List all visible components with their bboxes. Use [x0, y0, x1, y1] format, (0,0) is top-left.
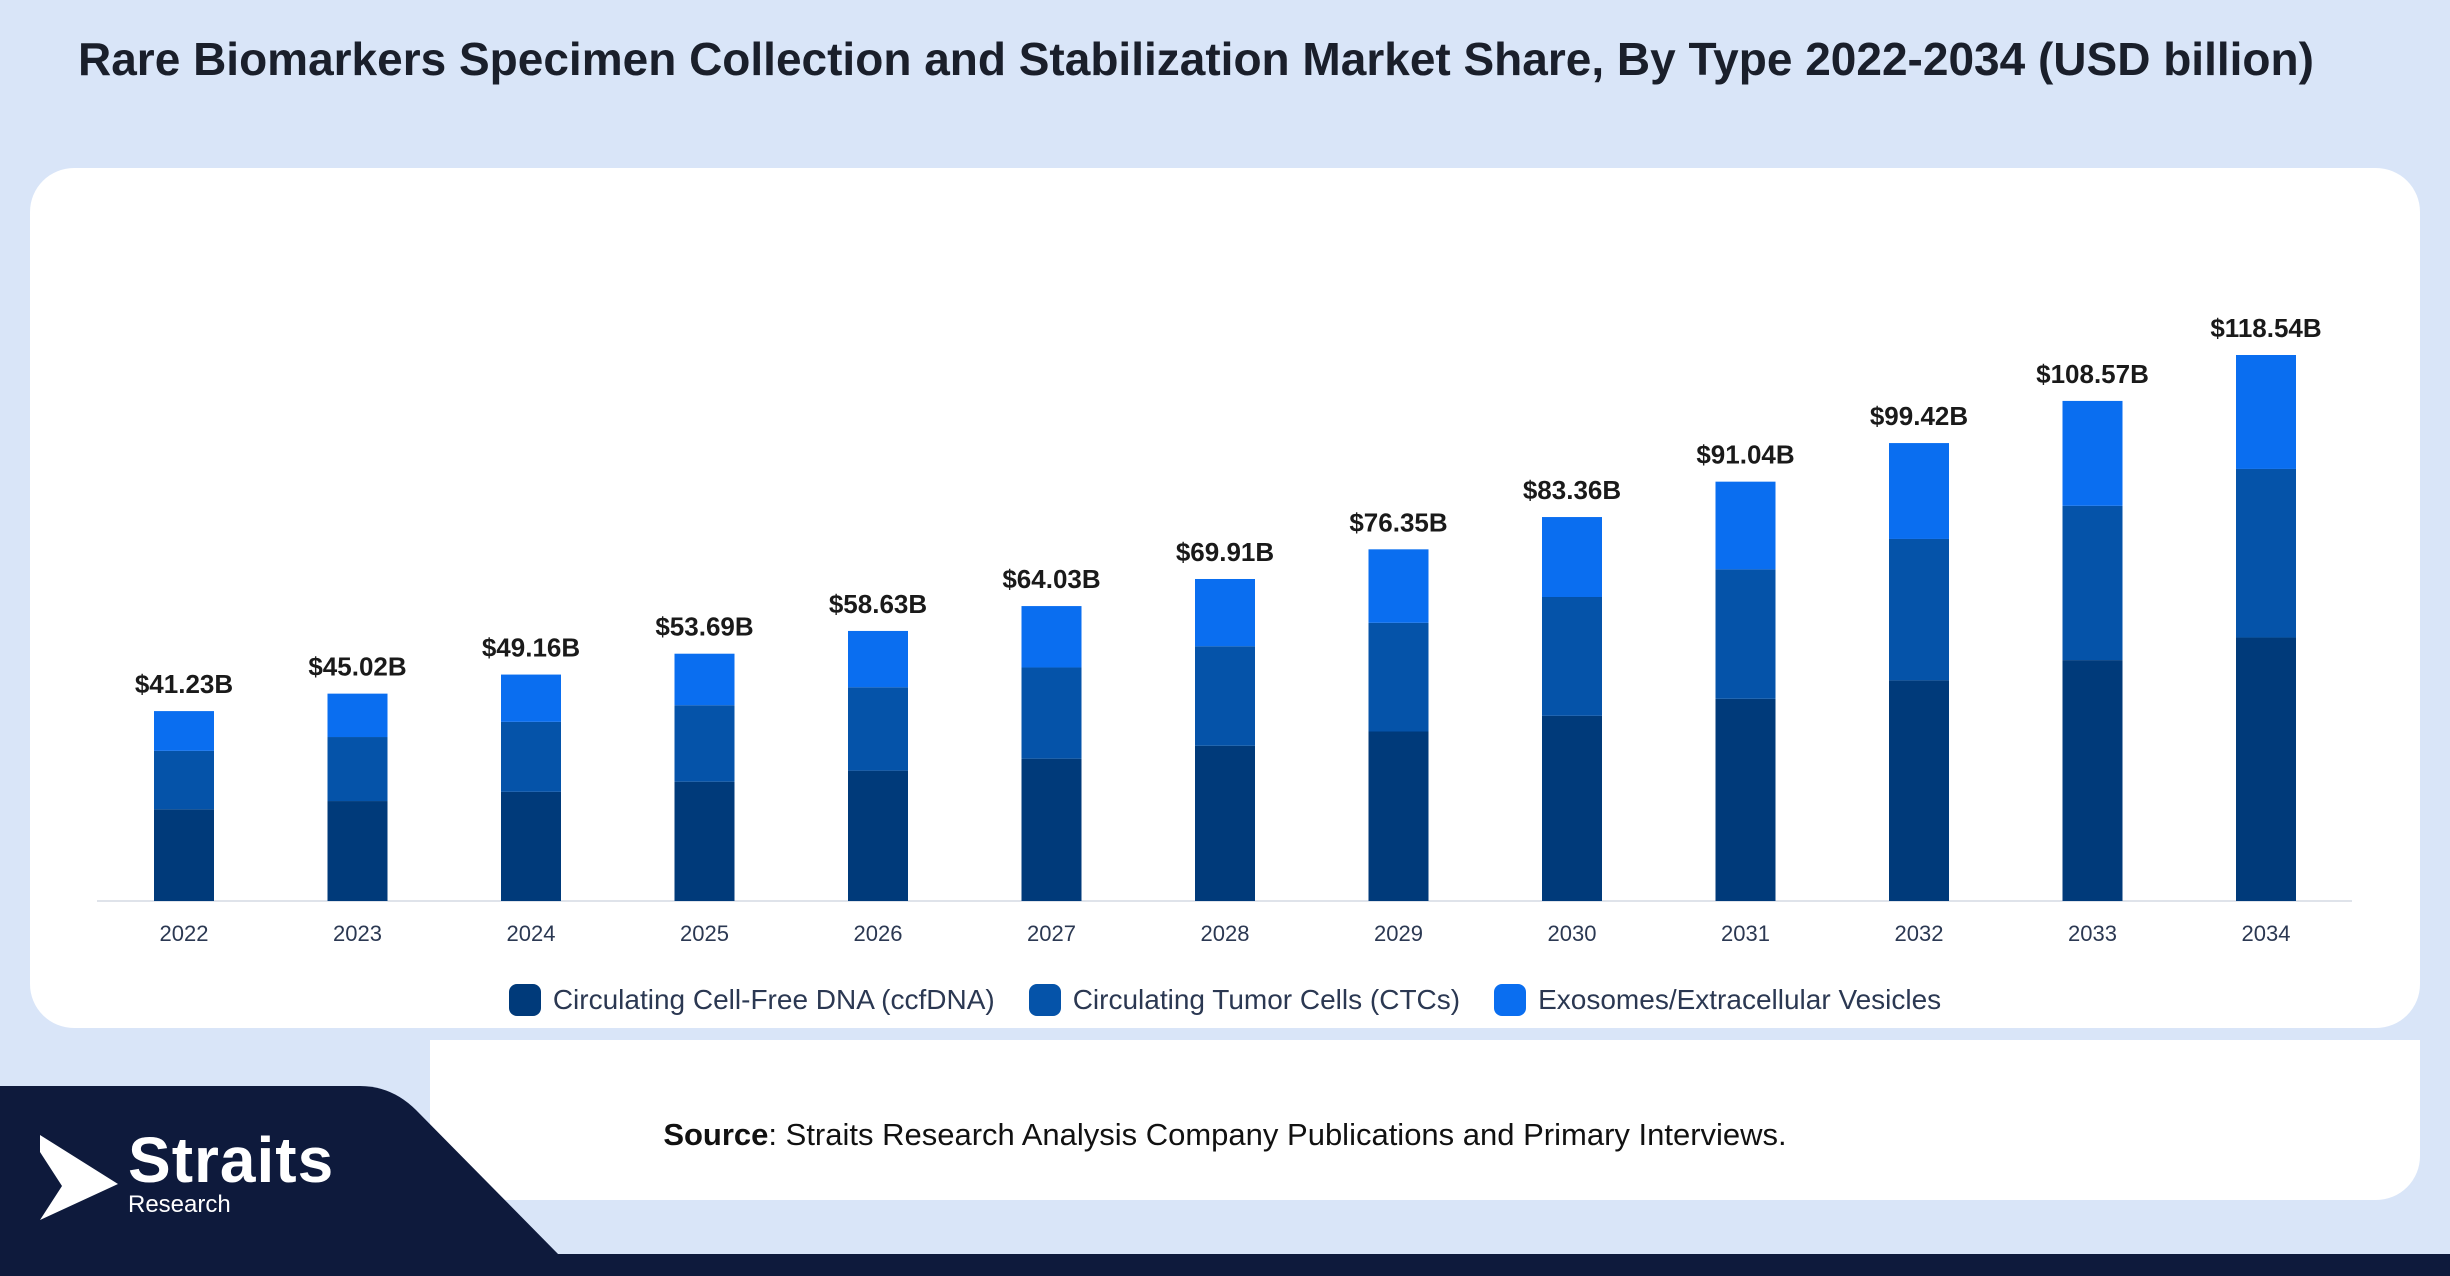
bar-segment-2027-series-1 — [1021, 758, 1082, 901]
bar-segment-2032-series-1 — [1889, 680, 1949, 901]
total-label-2025: $53.69B — [655, 612, 753, 642]
bar-segment-2033-series-3 — [2062, 400, 2123, 506]
legend-swatch-1 — [508, 984, 541, 1016]
x-tick-label-2032: 2032 — [1895, 921, 1944, 946]
bar-segment-2033-series-1 — [2062, 660, 2123, 901]
legend: Circulating Cell-Free DNA (ccfDNA) Circul… — [0, 978, 2450, 1022]
footer-band — [0, 1254, 2450, 1276]
bar-segment-2027-series-3 — [1021, 606, 1082, 668]
total-label-2027: $64.03B — [1002, 564, 1100, 594]
bar-segment-2032-series-3 — [1889, 443, 1949, 539]
legend-swatch-3 — [1494, 984, 1527, 1016]
legend-item-1: Circulating Cell-Free DNA (ccfDNA) — [508, 984, 995, 1016]
x-tick-label-2027: 2027 — [1027, 921, 1076, 946]
bar-segment-2030-series-1 — [1542, 715, 1602, 901]
source-text: : Straits Research Analysis Company Publ… — [768, 1117, 1787, 1152]
bar-segment-2023-series-1 — [327, 801, 388, 901]
bar-segment-2026-series-2 — [848, 687, 908, 771]
logo-arrow-icon — [40, 1135, 118, 1220]
x-tick-label-2030: 2030 — [1548, 921, 1597, 946]
total-label-2026: $58.63B — [829, 589, 927, 619]
bar-segment-2025-series-3 — [674, 653, 735, 706]
bar-segment-2025-series-1 — [674, 781, 735, 901]
legend-label-1: Circulating Cell-Free DNA (ccfDNA) — [552, 984, 995, 1015]
x-tick-label-2024: 2024 — [507, 921, 556, 946]
bar-segment-2030-series-2 — [1542, 597, 1602, 716]
bar-segment-2028-series-2 — [1195, 646, 1255, 746]
legend-item-3: Exosomes/Extracellular Vesicles — [1494, 984, 1941, 1016]
bar-segment-2032-series-2 — [1889, 538, 1949, 681]
x-tick-label-2026: 2026 — [854, 921, 903, 946]
total-label-2032: $99.42B — [1870, 401, 1968, 431]
legend-item-2: Circulating Tumor Cells (CTCs) — [1028, 984, 1461, 1016]
chart-title: Rare Biomarkers Specimen Collection and … — [78, 33, 2314, 85]
legend-label-2: Circulating Tumor Cells (CTCs) — [1072, 984, 1461, 1015]
total-label-2023: $45.02B — [308, 652, 406, 682]
bar-segment-2031-series-3 — [1715, 481, 1776, 570]
bar-segment-2022-series-3 — [154, 711, 214, 751]
legend-label-3: Exosomes/Extracellular Vesicles — [1538, 984, 1942, 1015]
total-label-2028: $69.91B — [1176, 537, 1274, 567]
x-tick-label-2028: 2028 — [1201, 921, 1250, 946]
logo-name: Straits — [128, 1124, 335, 1196]
bar-segment-2034-series-3 — [2236, 355, 2296, 469]
bar-segment-2034-series-1 — [2236, 637, 2296, 901]
source-label: Source — [663, 1117, 769, 1152]
bar-segment-2028-series-1 — [1195, 745, 1255, 901]
bar-segment-2029-series-1 — [1368, 731, 1429, 901]
bar-segment-2033-series-2 — [2062, 505, 2123, 661]
x-tick-label-2033: 2033 — [2068, 921, 2117, 946]
total-label-2031: $91.04B — [1696, 440, 1794, 470]
total-label-2034: $118.54B — [2210, 313, 2321, 343]
total-label-2033: $108.57B — [2036, 359, 2149, 389]
x-tick-label-2029: 2029 — [1374, 921, 1423, 946]
bar-segment-2034-series-2 — [2236, 468, 2296, 638]
stacked-bar-chart: 2022 2023 2024 2025 2026 2027 2028 2029 2030 2031… — [97, 313, 2352, 946]
bar-segment-2030-series-3 — [1542, 517, 1602, 598]
bar-segment-2027-series-2 — [1021, 667, 1082, 759]
bar-segment-2029-series-2 — [1368, 622, 1429, 732]
x-tick-label-2031: 2031 — [1721, 921, 1770, 946]
x-tick-label-2025: 2025 — [680, 921, 729, 946]
bar-segment-2024-series-1 — [501, 791, 561, 901]
bar-segment-2031-series-2 — [1715, 569, 1776, 699]
bar-segment-2022-series-2 — [154, 750, 214, 810]
bar-segment-2023-series-2 — [327, 737, 388, 802]
total-label-2024: $49.16B — [482, 633, 580, 663]
bar-segment-2028-series-3 — [1195, 578, 1255, 647]
total-label-2029: $76.35B — [1349, 507, 1447, 537]
bar-segment-2022-series-1 — [154, 809, 214, 901]
bar-segment-2024-series-2 — [501, 721, 561, 792]
logo-background — [0, 1086, 560, 1276]
bar-segment-2026-series-3 — [848, 630, 908, 688]
legend-swatch-2 — [1028, 984, 1061, 1016]
source-note: Source: Straits Research Analysis Compan… — [0, 1117, 2450, 1153]
total-label-2030: $83.36B — [1523, 475, 1621, 505]
x-tick-label-2034: 2034 — [2242, 921, 2291, 946]
bar-segment-2024-series-3 — [501, 674, 561, 722]
x-tick-label-2023: 2023 — [333, 921, 382, 946]
x-tick-label-2022: 2022 — [160, 921, 209, 946]
bar-segment-2025-series-2 — [674, 705, 735, 782]
total-label-2022: $41.23B — [135, 669, 233, 699]
source-card — [430, 1040, 2420, 1200]
bar-segment-2026-series-1 — [848, 770, 908, 901]
bar-segment-2031-series-1 — [1715, 698, 1776, 901]
bar-segment-2023-series-3 — [327, 693, 388, 738]
bar-segment-2029-series-3 — [1368, 549, 1429, 623]
logo-subtitle: Research — [128, 1191, 231, 1218]
